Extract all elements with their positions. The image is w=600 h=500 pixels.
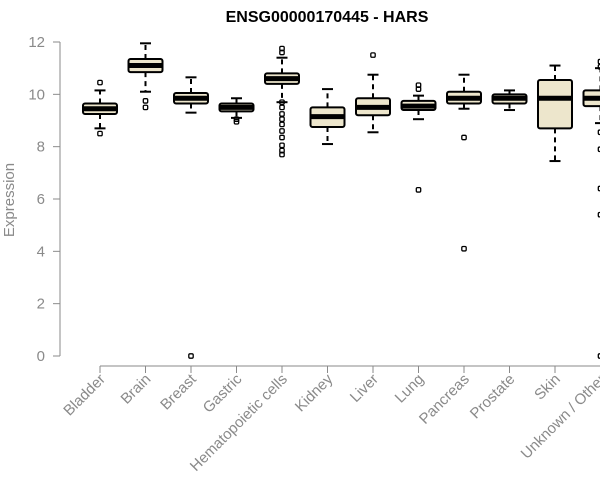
x-tick-label: Liver <box>347 371 382 406</box>
box-group <box>355 52 391 134</box>
box-group <box>173 76 209 359</box>
outlier-point <box>597 353 600 359</box>
x-tick-label: Pancreas <box>416 371 473 428</box>
plot-area <box>82 42 600 359</box>
outlier-point <box>597 58 600 65</box>
x-tick-label: Brain <box>118 371 155 408</box>
outlier-point <box>188 353 194 359</box>
box <box>537 78 573 130</box>
outlier-point <box>233 116 240 123</box>
outlier-point <box>279 121 285 128</box>
x-tick-label: Bladder <box>60 371 109 420</box>
y-tick-label: 10 <box>28 86 45 103</box>
outlier-point <box>597 211 600 218</box>
outlier-point <box>279 142 285 149</box>
outlier-point <box>279 151 285 158</box>
box-group <box>127 42 164 111</box>
y-tick-label: 8 <box>37 139 45 156</box>
outlier-point <box>279 99 285 106</box>
y-axis-label: Expression <box>1 163 18 237</box>
outlier-point <box>142 104 149 111</box>
box-group <box>82 79 118 137</box>
box-group <box>264 45 300 158</box>
outlier-point <box>97 130 103 137</box>
outlier-point <box>597 146 600 153</box>
outlier-point <box>415 186 422 193</box>
outlier-point <box>597 64 600 70</box>
box-group <box>309 88 346 146</box>
outlier-point <box>279 104 285 111</box>
outlier-point <box>597 129 600 136</box>
y-tick-label: 6 <box>37 191 45 208</box>
chart-title: ENSG00000170445 - HARS <box>226 9 429 26</box>
y-tick-label: 2 <box>37 296 45 313</box>
outlier-point <box>279 128 285 134</box>
outlier-point <box>142 98 149 104</box>
box-group <box>446 73 482 252</box>
outlier-point <box>597 185 600 192</box>
box-group <box>400 82 437 193</box>
outlier-point <box>279 116 285 123</box>
box-group <box>218 97 255 125</box>
outlier-point <box>233 118 240 125</box>
outlier-point <box>279 49 285 56</box>
outlier-point <box>461 134 467 141</box>
y-tick-label: 12 <box>28 34 45 51</box>
outlier-point <box>279 111 285 117</box>
y-tick-label: 0 <box>37 348 45 365</box>
outlier-point <box>415 86 422 92</box>
x-tick-label: Skin <box>531 371 564 404</box>
outlier-point <box>97 79 103 86</box>
y-axis: 0 2 4 6 8 10 12 <box>28 34 61 365</box>
y-tick-label: 4 <box>37 243 45 260</box>
x-tick-label: Breast <box>157 370 200 413</box>
box-group <box>582 58 600 359</box>
outlier-point <box>370 52 376 58</box>
outlier-point <box>461 245 467 252</box>
x-tick-label: Kidney <box>292 370 337 415</box>
x-tick-label: Prostate <box>467 371 519 423</box>
outlier-point <box>279 134 285 141</box>
x-tick-label: Lung <box>392 371 428 407</box>
box-group <box>491 89 528 112</box>
box-group <box>537 64 573 163</box>
